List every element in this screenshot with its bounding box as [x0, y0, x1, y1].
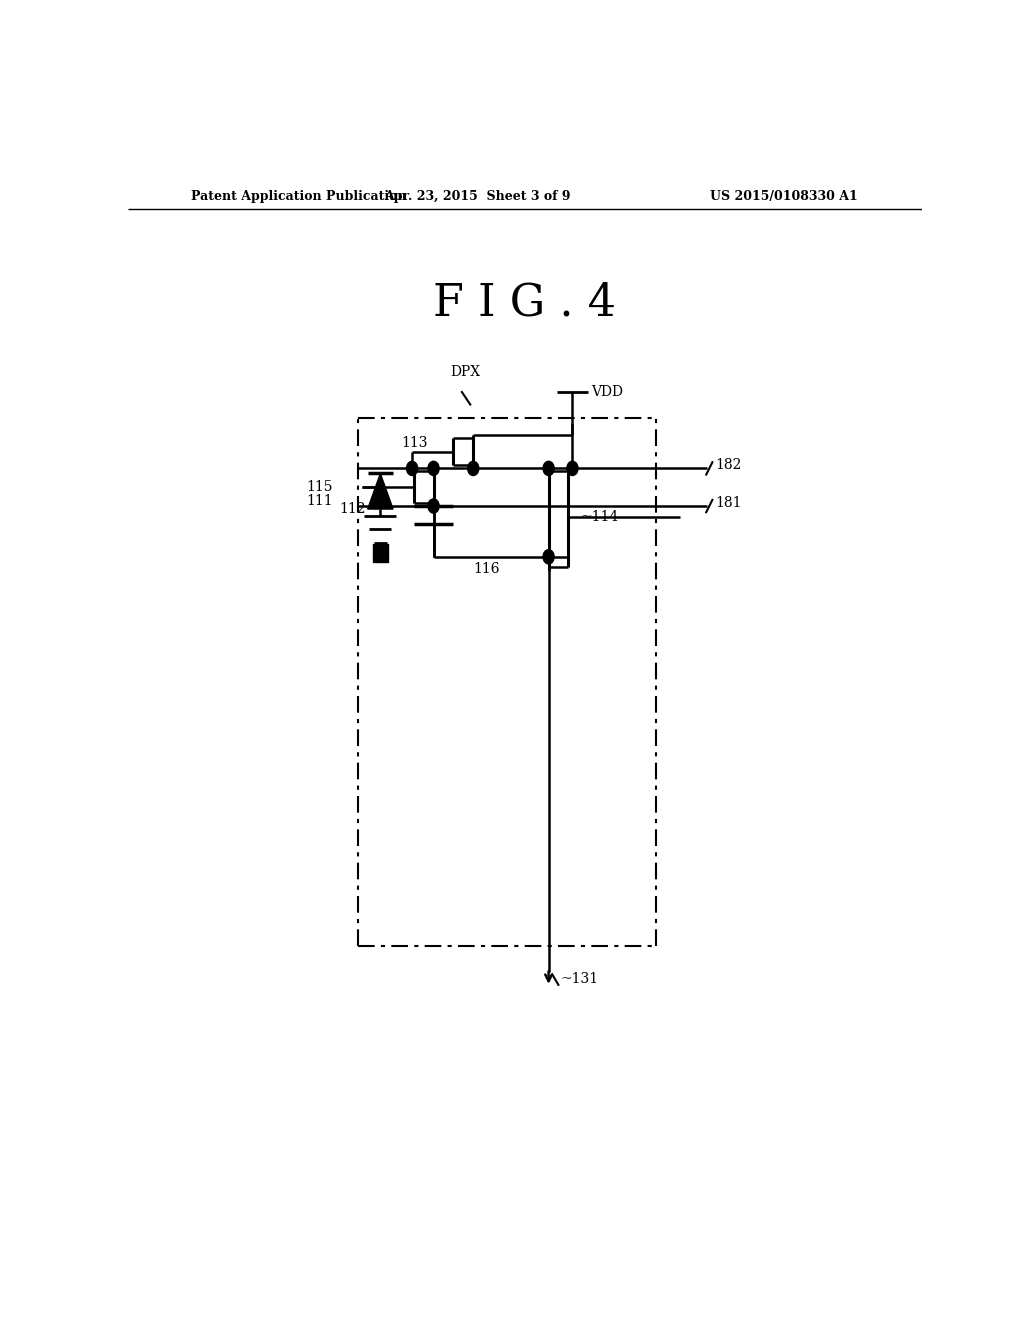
Text: F I G . 4: F I G . 4 — [433, 281, 616, 325]
Circle shape — [567, 461, 578, 475]
Circle shape — [468, 461, 479, 475]
Text: 116: 116 — [473, 562, 500, 576]
Circle shape — [407, 461, 418, 475]
Text: 115: 115 — [306, 479, 333, 494]
Text: 111: 111 — [306, 494, 333, 508]
Text: 181: 181 — [715, 496, 741, 510]
Circle shape — [428, 461, 439, 475]
Circle shape — [543, 549, 554, 564]
Bar — [373, 544, 387, 562]
Text: 113: 113 — [401, 436, 428, 450]
Text: US 2015/0108330 A1: US 2015/0108330 A1 — [711, 190, 858, 202]
Circle shape — [428, 499, 439, 513]
Polygon shape — [368, 474, 393, 510]
Text: ~131: ~131 — [560, 972, 599, 986]
Text: DPX: DPX — [451, 364, 480, 379]
Text: 182: 182 — [715, 458, 741, 473]
Text: Patent Application Publication: Patent Application Publication — [191, 190, 407, 202]
Text: Apr. 23, 2015  Sheet 3 of 9: Apr. 23, 2015 Sheet 3 of 9 — [384, 190, 570, 202]
Text: VDD: VDD — [592, 385, 624, 399]
Text: ~114: ~114 — [581, 511, 618, 524]
Circle shape — [543, 461, 554, 475]
Text: 112: 112 — [340, 502, 367, 516]
